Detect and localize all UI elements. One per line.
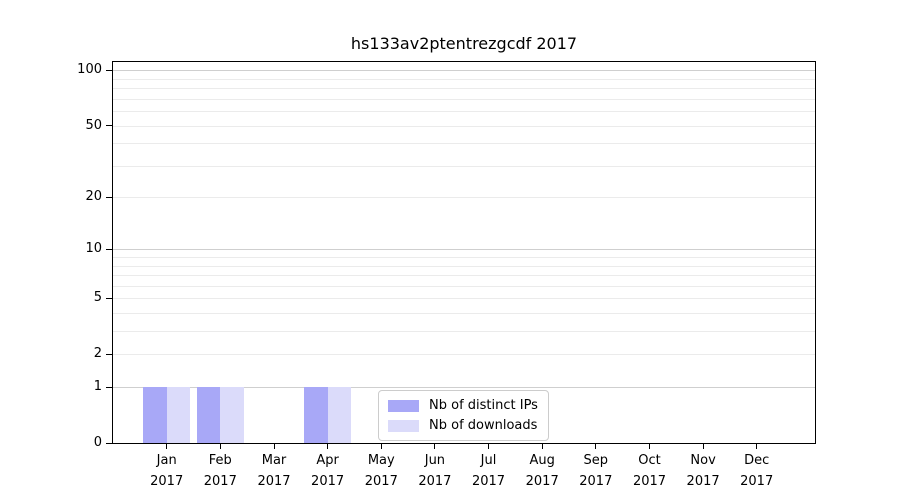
- gridline-minor: [113, 143, 815, 145]
- plot-area: [112, 61, 816, 444]
- x-tick-mark: [756, 444, 758, 449]
- bar-downloads: [327, 387, 352, 443]
- y-tick-mark: [106, 125, 113, 126]
- gridline-minor: [113, 331, 815, 333]
- y-tick-mark: [106, 353, 113, 355]
- x-tick-mark: [380, 444, 382, 449]
- gridline-minor: [113, 197, 815, 199]
- x-tick-label: Jul 2017: [471, 453, 506, 489]
- x-tick-mark: [434, 444, 436, 449]
- y-tick-label: 20: [85, 189, 102, 205]
- legend: Nb of distinct IPs Nb of downloads: [378, 390, 549, 441]
- x-tick-mark: [219, 444, 221, 449]
- x-tick-label: Apr 2017: [311, 453, 345, 489]
- bar-downloads: [220, 387, 244, 443]
- x-tick-label: Dec 2017: [740, 453, 774, 489]
- chart-title: hs133av2ptentrezgcdf 2017: [350, 34, 578, 53]
- gridline-minor: [113, 98, 815, 100]
- y-tick-mark: [106, 442, 113, 444]
- y-tick-mark: [106, 386, 113, 388]
- legend-item-distinct-ips: Nb of distinct IPs: [388, 398, 538, 413]
- x-tick-mark: [595, 444, 597, 449]
- y-tick-label: 10: [85, 241, 102, 257]
- y-tick-label: 50: [85, 117, 102, 133]
- gridline-major: [113, 249, 815, 251]
- gridline-minor: [113, 354, 815, 356]
- legend-label-downloads: Nb of downloads: [429, 418, 538, 433]
- x-tick-mark: [488, 444, 489, 449]
- x-tick-mark: [166, 444, 168, 449]
- x-tick-label: Nov 2017: [686, 453, 720, 489]
- legend-label-distinct-ips: Nb of distinct IPs: [429, 398, 538, 413]
- gridline-minor: [113, 78, 815, 80]
- legend-swatch-downloads: [388, 419, 419, 432]
- bar-distinct-ips: [304, 387, 328, 443]
- gridline-minor: [113, 285, 815, 287]
- x-tick-label: Aug 2017: [525, 453, 559, 489]
- legend-item-downloads: Nb of downloads: [388, 418, 538, 433]
- gridline-minor: [113, 165, 815, 167]
- x-tick-mark: [702, 444, 704, 449]
- y-tick-label: 1: [93, 379, 102, 394]
- legend-swatch-distinct-ips: [388, 399, 419, 412]
- gridline-major: [113, 387, 815, 388]
- y-tick-label: 2: [93, 346, 102, 362]
- gridline-major: [113, 70, 815, 72]
- y-tick-mark: [106, 196, 113, 198]
- y-tick-label: 0: [93, 435, 102, 450]
- x-tick-label: Oct 2017: [632, 453, 667, 489]
- gridline-minor: [113, 88, 815, 90]
- x-tick-label: Jan 2017: [150, 453, 184, 489]
- x-tick-label: May 2017: [364, 453, 398, 489]
- y-tick-mark: [106, 297, 113, 299]
- x-tick-mark: [541, 444, 543, 449]
- y-tick-mark: [106, 69, 113, 71]
- x-tick-label: Mar 2017: [257, 453, 291, 489]
- bar-distinct-ips: [143, 387, 167, 443]
- gridline-minor: [113, 125, 815, 127]
- gridline-minor: [113, 313, 815, 314]
- x-tick-label: Sep 2017: [579, 453, 613, 489]
- x-tick-label: Jun 2017: [418, 453, 452, 489]
- gridline-minor: [113, 275, 815, 277]
- y-tick-mark: [106, 248, 113, 250]
- gridline-minor: [113, 111, 815, 113]
- bar-downloads: [166, 387, 191, 443]
- y-tick-label: 5: [93, 290, 102, 306]
- gridline-minor: [113, 298, 815, 300]
- x-tick-mark: [273, 444, 275, 449]
- y-tick-label: 100: [77, 62, 102, 78]
- x-tick-mark: [327, 444, 329, 449]
- x-tick-label: Feb 2017: [203, 453, 237, 489]
- bar-distinct-ips: [196, 387, 221, 443]
- x-tick-mark: [649, 444, 650, 449]
- gridline-minor: [113, 265, 815, 267]
- gridline-minor: [113, 257, 815, 259]
